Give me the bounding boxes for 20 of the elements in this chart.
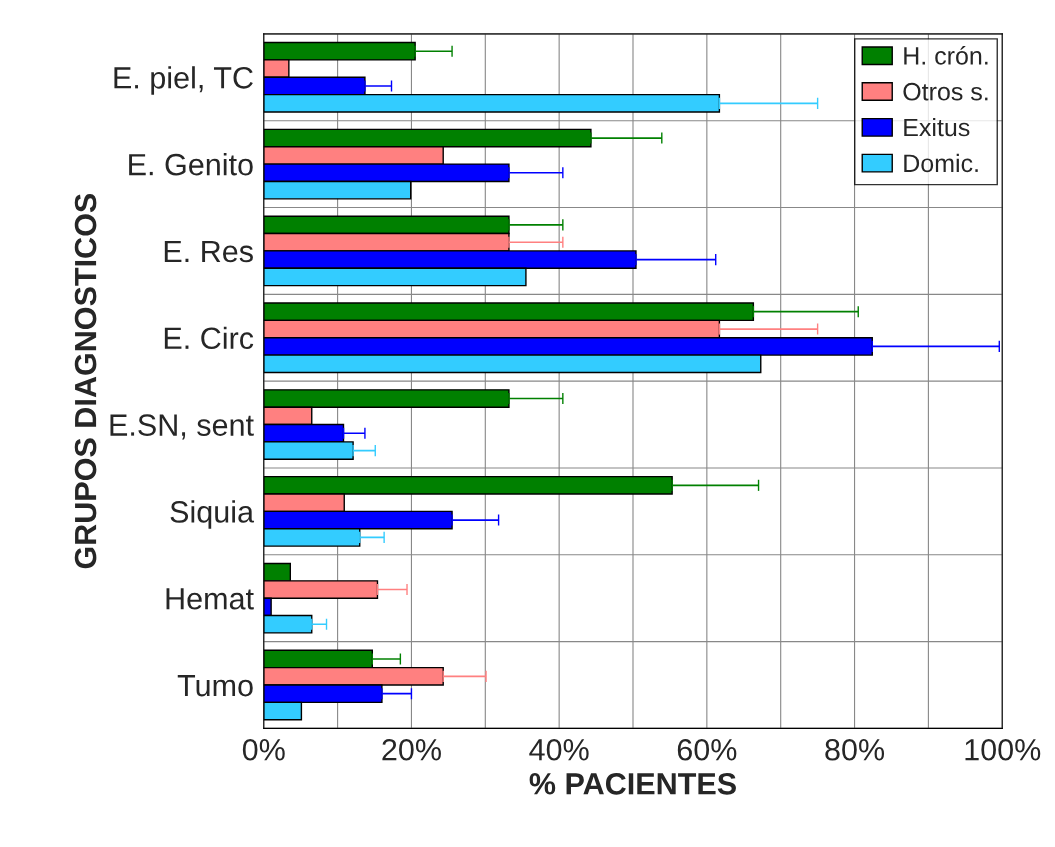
x-tick-label: 60% (677, 738, 737, 761)
y-tick-label: Tumo (177, 675, 253, 697)
y-tick-label: Siquia (170, 500, 255, 529)
y-tick-label: E. piel, TC (114, 66, 253, 95)
y-tick-label: E.SN, sent (110, 414, 254, 440)
x-tick-label: 0% (242, 738, 285, 761)
y-tick-label: Hemat (166, 588, 254, 610)
y-tick-label: E. Genito (129, 153, 253, 176)
x-tick-label: 40% (529, 738, 589, 761)
legend-label: Otros s. (903, 82, 988, 101)
legend-label: Exitus (904, 117, 970, 137)
y-axis-title: GRUPOS DIAGNOSTICOS (74, 193, 97, 569)
legend-label: Domic. (904, 153, 978, 173)
x-tick-label: 100% (965, 738, 1041, 761)
x-tick-label: 80% (825, 738, 885, 761)
y-tick-label: E. Res (164, 240, 253, 263)
x-tick-label: 20% (382, 738, 441, 761)
y-tick-label: E. Circ (164, 326, 254, 350)
x-axis-title: % PACIENTES (529, 772, 736, 795)
legend-label: H. crón. (904, 46, 988, 65)
